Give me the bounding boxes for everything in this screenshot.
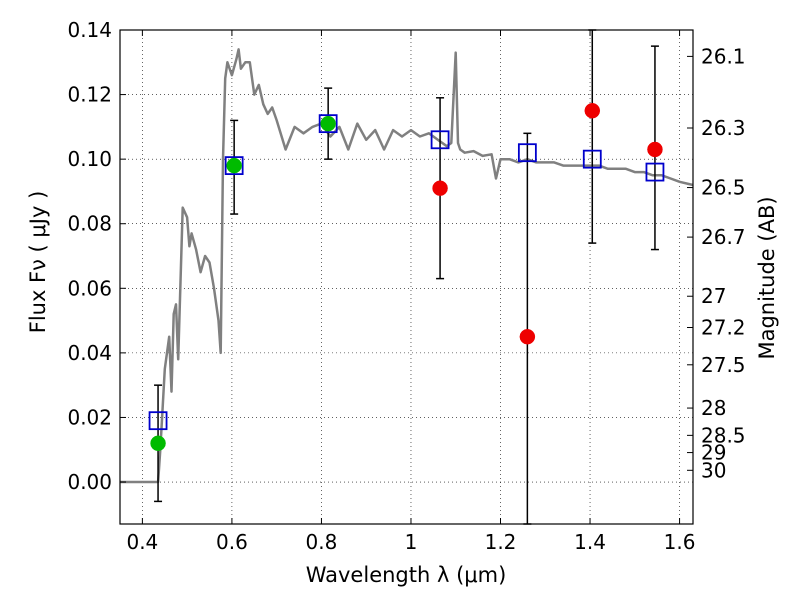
mag-tick-label: 26.7 bbox=[701, 225, 746, 249]
y-tick-label: 0.14 bbox=[67, 18, 112, 42]
observed-point-detected bbox=[320, 115, 336, 132]
mag-tick-label: 26.1 bbox=[701, 44, 746, 68]
model-photometry-box bbox=[318, 114, 338, 134]
x-axis-title: Wavelength λ (μm) bbox=[306, 563, 507, 587]
observed-photometry bbox=[150, 102, 663, 452]
model-spectrum-line bbox=[120, 48, 694, 484]
mag-tick-label: 27 bbox=[701, 284, 726, 308]
x-tick-label: 0.6 bbox=[216, 530, 248, 554]
y-tick-label: 0.06 bbox=[67, 276, 112, 300]
mag-tick-label: 28 bbox=[701, 396, 726, 420]
mag-tick-label: 29 bbox=[701, 441, 726, 465]
mag-tick-label: 28.5 bbox=[701, 423, 746, 447]
observed-point-undetected bbox=[584, 102, 601, 119]
x-tick-label: 1.6 bbox=[664, 530, 696, 554]
mag-tick-label: 26.3 bbox=[701, 116, 746, 140]
model-spectrum bbox=[120, 48, 694, 484]
model-photometry-box bbox=[148, 411, 168, 431]
x-tick-label: 0.4 bbox=[126, 530, 158, 554]
model-photometry bbox=[148, 114, 665, 431]
mag-tick-label: 27.2 bbox=[701, 315, 746, 339]
model-photometry-box bbox=[430, 130, 450, 150]
y-tick-label: 0.02 bbox=[67, 405, 112, 429]
observed-point-undetected bbox=[647, 141, 663, 158]
y-tick-label: 0.08 bbox=[67, 212, 112, 236]
y-tick-label: 0.12 bbox=[67, 83, 112, 107]
mag-tick-label: 27.5 bbox=[701, 353, 746, 377]
x-tick-label: 0.8 bbox=[306, 530, 338, 554]
model-photometry-box bbox=[517, 143, 537, 163]
x-tick-label: 1.4 bbox=[574, 530, 606, 554]
observed-point-undetected bbox=[432, 180, 448, 196]
mag-tick-label: 26.5 bbox=[701, 176, 746, 200]
mag-tick-label: 30 bbox=[701, 458, 726, 482]
observed-point-detected bbox=[150, 435, 166, 452]
model-photometry-box bbox=[645, 162, 665, 182]
x-tick-label: 1.2 bbox=[485, 530, 517, 554]
observed-point-undetected bbox=[519, 328, 536, 345]
y-axis-title: Flux Fν ( μJy ) bbox=[26, 191, 50, 334]
observed-point-detected bbox=[226, 157, 242, 174]
axis-ticks: 0.4 0.6 0.8 1 1.2 1.4 1.6 0.00 0.02 0.04 0.06 0.08 0… bbox=[67, 18, 745, 554]
y-tick-label: 0.04 bbox=[67, 341, 112, 365]
model-photometry-box bbox=[224, 156, 244, 176]
x-tick-label: 1 bbox=[405, 530, 418, 554]
right-axis-title: Magnitude (AB) bbox=[755, 196, 779, 359]
y-tick-label: 0.10 bbox=[67, 147, 112, 171]
plot-frame bbox=[119, 29, 694, 525]
model-photometry-box bbox=[582, 149, 602, 169]
y-tick-label: 0.00 bbox=[67, 470, 112, 494]
